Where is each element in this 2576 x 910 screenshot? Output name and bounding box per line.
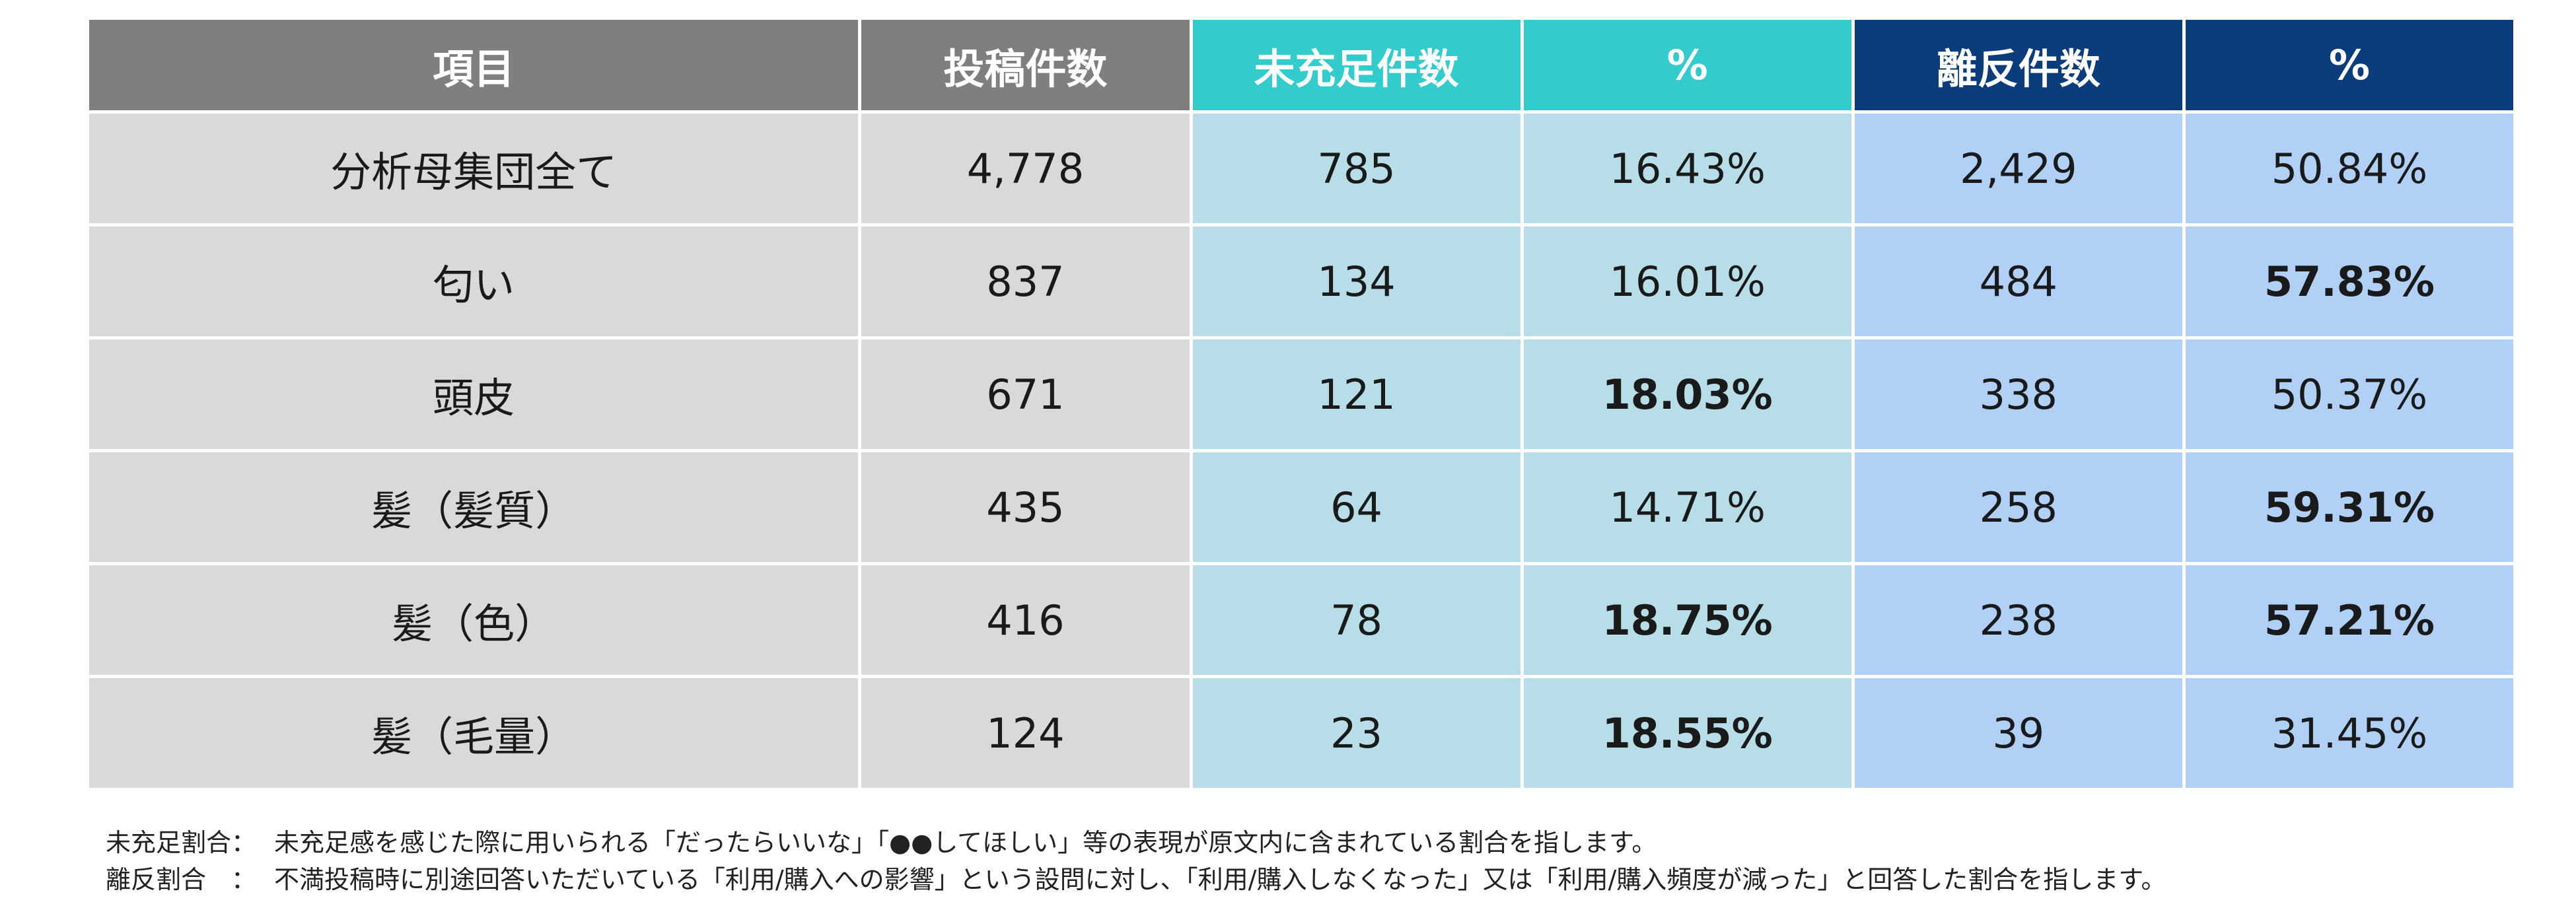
header-churn-pct: % [2185,20,2513,110]
header-posts: 投稿件数 [861,20,1190,110]
cell-unmet-pct: 16.43% [1523,114,1851,223]
table-row: 髪（毛量） 124 23 18.55% 39 31.45% [89,678,2513,788]
table-row: 頭皮 671 121 18.03% 338 50.37% [89,339,2513,449]
cell-posts: 837 [861,227,1190,336]
cell-churn-pct: 59.31% [2185,452,2513,562]
cell-posts: 671 [861,339,1190,449]
cell-unmet: 785 [1192,114,1521,223]
cell-churn-pct: 31.45% [2185,678,2513,788]
cell-item: 分析母集団全て [89,114,859,223]
cell-churn-pct: 57.21% [2185,565,2513,675]
note-churn-text: 不満投稿時に別途回答いただいている「利用/購入への影響」という設問に対し、「利用… [274,865,2166,894]
cell-posts: 435 [861,452,1190,562]
note-churn-label: 離反割合 ： [106,865,257,894]
cell-unmet-pct: 18.03% [1523,339,1851,449]
header-unmet: 未充足件数 [1192,20,1521,110]
cell-churn-pct: 50.37% [2185,339,2513,449]
header-churn: 離反件数 [1854,20,2182,110]
summary-table: 項目 投稿件数 未充足件数 % 離反件数 % 分析母集団全て 4,778 785… [86,17,2517,791]
cell-unmet-pct: 18.55% [1523,678,1851,788]
cell-churn: 338 [1854,339,2182,449]
cell-unmet-pct: 14.71% [1523,452,1851,562]
cell-churn: 484 [1854,227,2182,336]
cell-item: 髪（毛量） [89,678,859,788]
cell-posts: 124 [861,678,1190,788]
header-row: 項目 投稿件数 未充足件数 % 離反件数 % [89,20,2513,110]
table-row: 髪（色） 416 78 18.75% 238 57.21% [89,565,2513,675]
note-churn: 離反割合 ： 不満投稿時に別途回答いただいている「利用/購入への影響」という設問に… [106,861,2166,898]
table-row: 分析母集団全て 4,778 785 16.43% 2,429 50.84% [89,114,2513,223]
cell-item: 匂い [89,227,859,336]
note-unmet-label: 未充足割合： [106,828,257,857]
cell-churn: 39 [1854,678,2182,788]
cell-unmet: 64 [1192,452,1521,562]
cell-item: 頭皮 [89,339,859,449]
cell-churn: 238 [1854,565,2182,675]
cell-churn-pct: 57.83% [2185,227,2513,336]
cell-item: 髪（髪質） [89,452,859,562]
cell-item: 髪（色） [89,565,859,675]
cell-unmet: 121 [1192,339,1521,449]
cell-posts: 416 [861,565,1190,675]
footnotes: 未充足割合： 未充足感を感じた際に用いられる「だったらいいな」「●●してほしい」等… [106,824,2166,898]
cell-unmet-pct: 18.75% [1523,565,1851,675]
cell-unmet: 134 [1192,227,1521,336]
note-unmet: 未充足割合： 未充足感を感じた際に用いられる「だったらいいな」「●●してほしい」等… [106,824,2166,861]
header-unmet-pct: % [1523,20,1851,110]
cell-unmet-pct: 16.01% [1523,227,1851,336]
note-unmet-text: 未充足感を感じた際に用いられる「だったらいいな」「●●してほしい」等の表現が原文… [274,828,1657,857]
cell-churn-pct: 50.84% [2185,114,2513,223]
cell-unmet: 78 [1192,565,1521,675]
cell-churn: 258 [1854,452,2182,562]
table-row: 髪（髪質） 435 64 14.71% 258 59.31% [89,452,2513,562]
cell-posts: 4,778 [861,114,1190,223]
cell-unmet: 23 [1192,678,1521,788]
table-row: 匂い 837 134 16.01% 484 57.83% [89,227,2513,336]
cell-churn: 2,429 [1854,114,2182,223]
header-item: 項目 [89,20,859,110]
